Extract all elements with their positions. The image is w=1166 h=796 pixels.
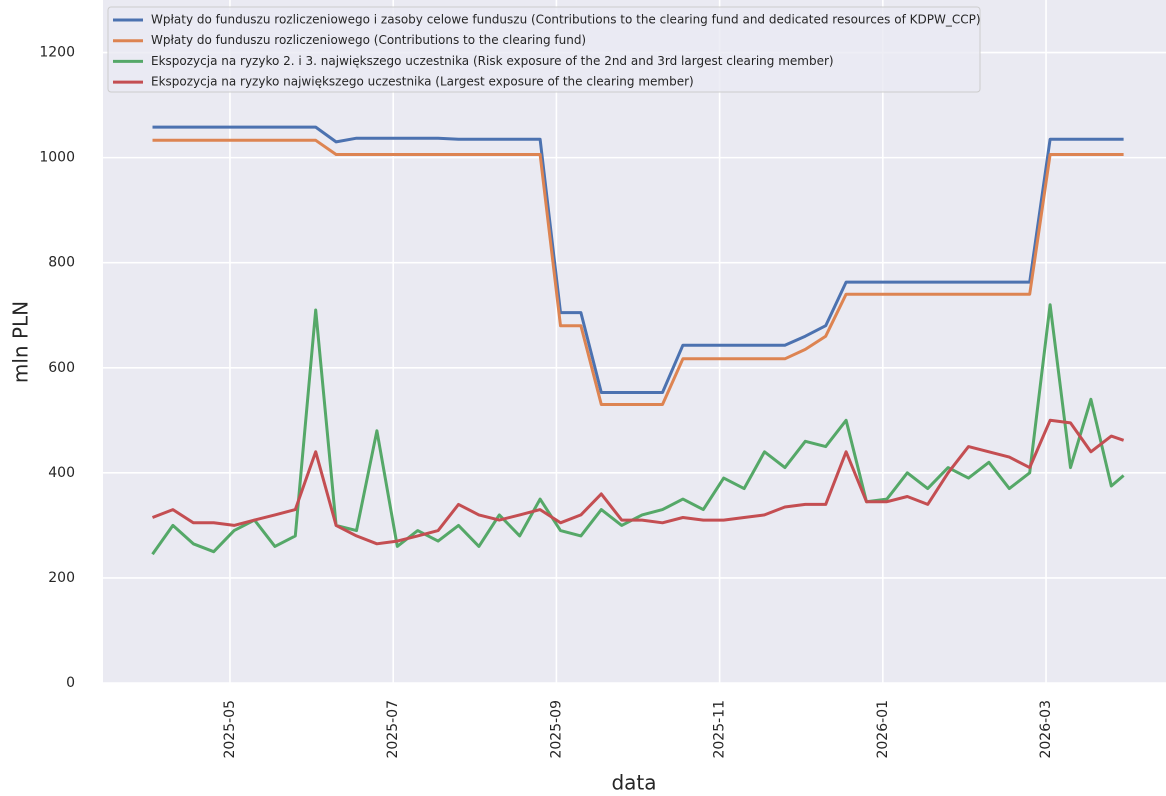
y-tick-label: 1000 — [39, 150, 75, 166]
line-series — [151, 303, 1125, 556]
x-tick-label: 2025-09 — [548, 700, 564, 759]
y-axis-label: mln PLN — [9, 301, 33, 383]
legend: Wpłaty do funduszu rozliczeniowego i zas… — [113, 13, 981, 89]
y-tick-label: 600 — [48, 360, 75, 376]
x-tick-label: 2025-07 — [385, 700, 401, 759]
x-tick-label: 2025-11 — [712, 700, 728, 759]
x-tick-label: 2026-01 — [875, 700, 891, 759]
y-tick-label: 400 — [48, 465, 75, 481]
line-series — [152, 125, 1124, 394]
plot-area — [103, 0, 1166, 683]
y-tick-label: 800 — [48, 255, 75, 271]
y-tick-label: 0 — [66, 675, 75, 691]
legend-label: Wpłaty do funduszu rozliczeniowego i zas… — [151, 13, 981, 27]
x-tick-label: 2025-05 — [222, 700, 238, 759]
legend-box — [107, 6, 981, 93]
legend-label: Ekspozycja na ryzyko 2. i 3. największeg… — [151, 54, 834, 68]
labels: 0 200 400 600 800 1000 1200 2025-05 2025-07 2025-… — [39, 45, 1054, 759]
lines — [151, 125, 1125, 556]
legend-label: Ekspozycja na ryzyko największego uczest… — [151, 75, 694, 89]
x-axis-label: data — [611, 771, 656, 795]
line-series — [152, 138, 1124, 406]
line-series — [151, 418, 1125, 546]
legend-label: Wpłaty do funduszu rozliczeniowego (Cont… — [151, 33, 586, 47]
y-tick-label: 1200 — [39, 45, 75, 61]
x-tick-label: 2026-03 — [1038, 700, 1054, 759]
y-tick-label: 200 — [48, 570, 75, 586]
